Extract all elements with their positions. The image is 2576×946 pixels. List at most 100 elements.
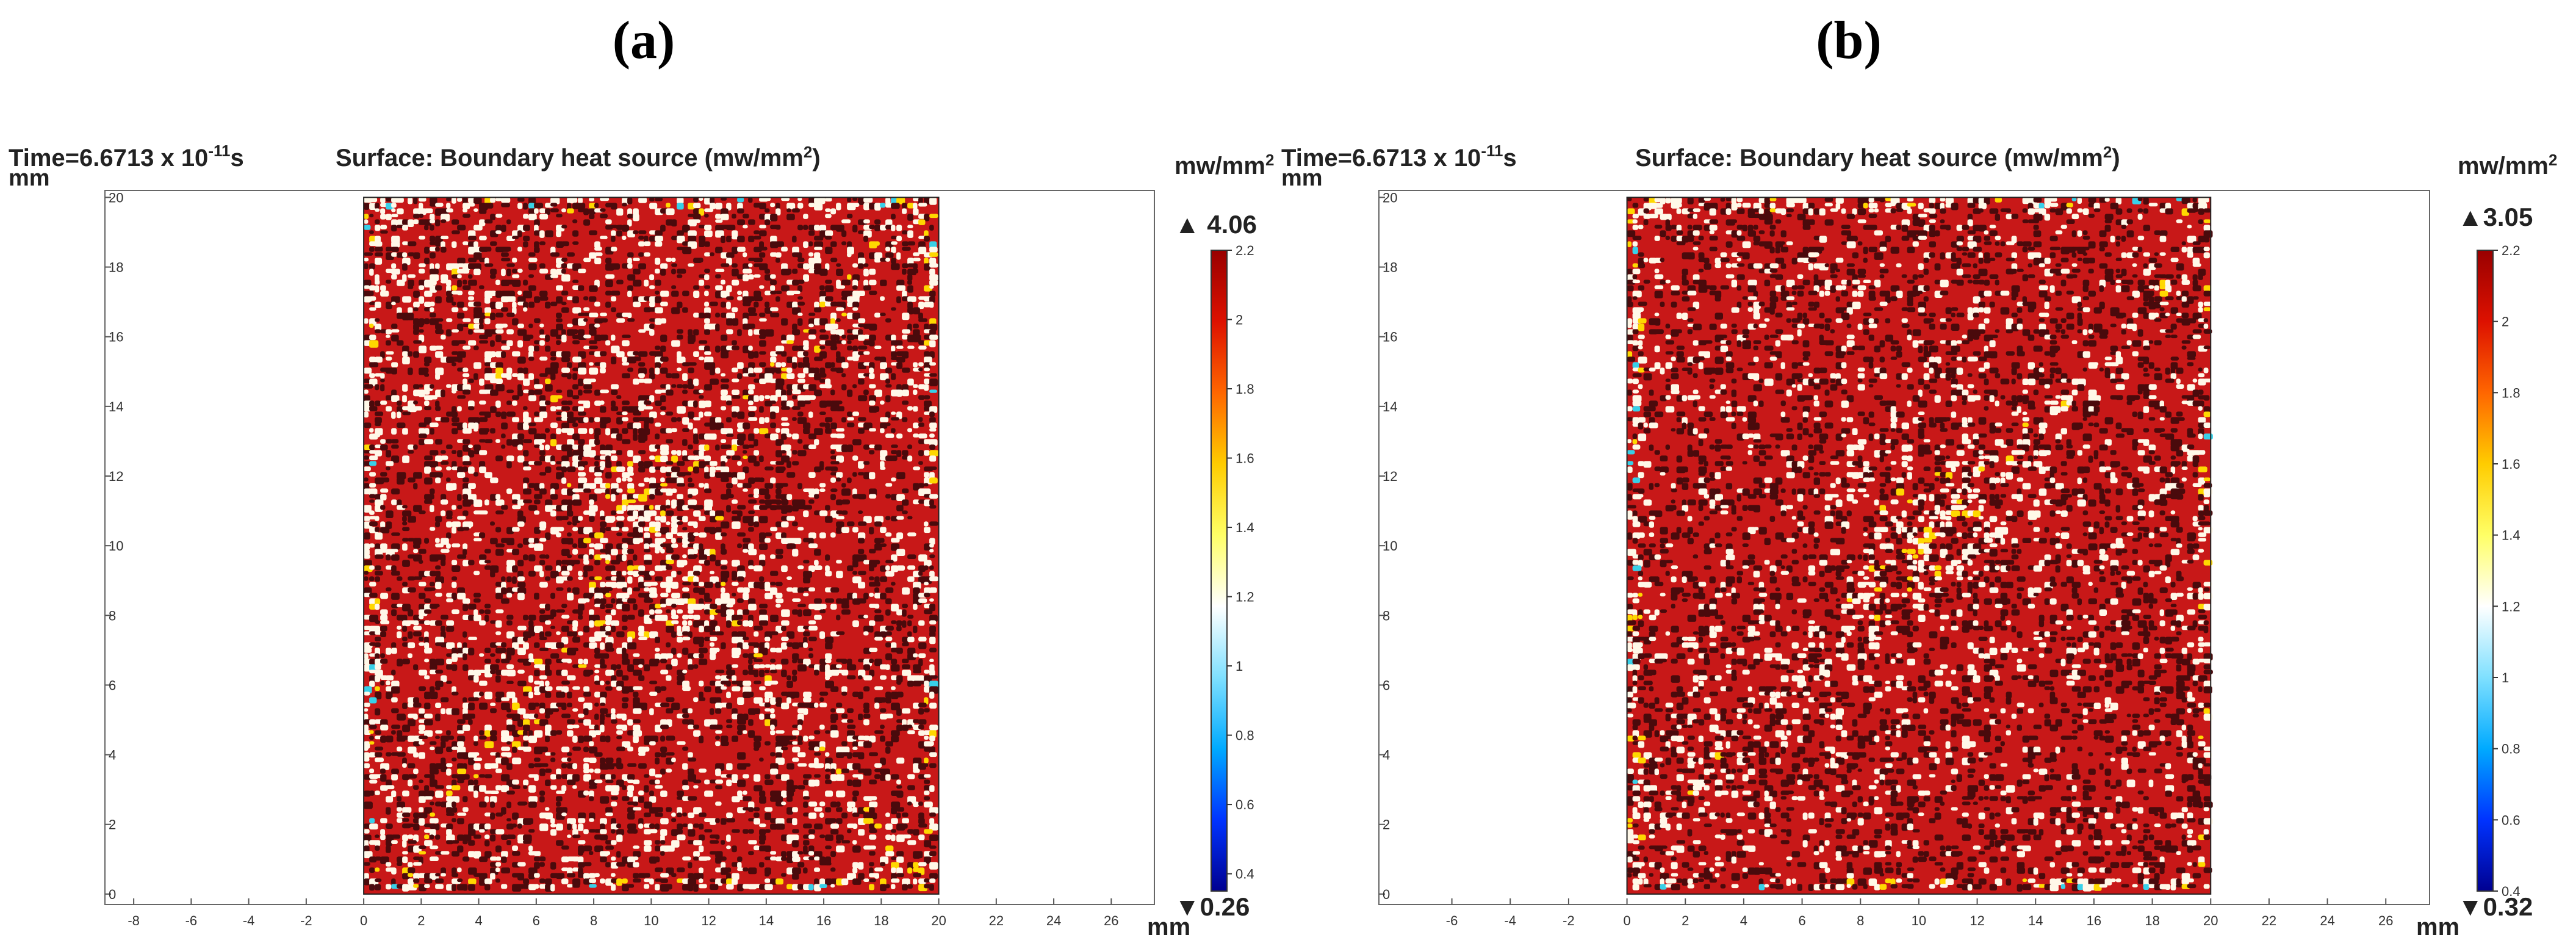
field-speckle-a — [869, 444, 876, 449]
field-speckle-a — [715, 219, 723, 223]
field-speckle-a — [819, 378, 826, 383]
field-speckle-a — [644, 587, 650, 592]
field-speckle-a — [836, 269, 844, 276]
field-speckle-a — [704, 488, 712, 494]
field-speckle-a — [797, 483, 802, 489]
field-speckle-a — [913, 422, 919, 428]
field-speckle-a — [825, 208, 831, 212]
field-speckle-a — [583, 626, 590, 633]
field-speckle-a — [671, 615, 678, 619]
field-speckle-a — [929, 417, 936, 423]
field-speckle-a — [638, 763, 647, 769]
field-speckle-a — [517, 203, 523, 209]
field-speckle-a — [924, 395, 930, 400]
field-speckle-a — [534, 510, 540, 515]
field-speckle-a — [435, 247, 440, 252]
field-speckle-a — [814, 494, 819, 499]
field-speckle-a — [754, 291, 761, 297]
field-speckle-a — [452, 527, 456, 534]
field-speckle-a — [748, 274, 754, 280]
field-speckle-a — [397, 659, 403, 666]
field-speckle-a — [545, 576, 551, 581]
field-speckle-a — [803, 796, 810, 800]
field-speckle-a — [419, 730, 425, 734]
field-speckle-a — [561, 241, 569, 247]
field-speckle-a — [457, 735, 466, 742]
field-speckle-a — [858, 329, 863, 336]
field-speckle-a — [369, 356, 376, 363]
field-speckle-a — [430, 741, 437, 745]
field-speckle-a — [452, 422, 459, 426]
field-speckle-a — [902, 312, 910, 320]
field-speckle-a — [677, 203, 684, 210]
field-speckle-a — [638, 439, 646, 443]
field-speckle-a — [457, 516, 466, 520]
field-speckle-a — [814, 752, 821, 756]
field-speckle-a — [611, 450, 616, 454]
field-speckle-a — [759, 312, 766, 317]
field-speckle-a — [869, 280, 877, 286]
field-speckle-a — [594, 702, 599, 707]
field-speckle-a — [929, 422, 937, 428]
field-speckle-a — [594, 455, 601, 461]
field-speckle-a — [710, 653, 716, 660]
field-speckle-a — [649, 307, 656, 312]
field-speckle-a — [386, 466, 390, 471]
field-speckle-a — [452, 483, 457, 491]
field-speckle-a — [743, 790, 747, 795]
field-speckle-a — [468, 615, 475, 621]
field-speckle-a — [770, 527, 778, 532]
field-speckle-a — [677, 823, 683, 830]
field-speckle-a — [638, 637, 648, 640]
field-speckle-a — [852, 796, 857, 802]
field-speckle-a — [468, 648, 475, 655]
field-speckle-a — [534, 378, 540, 386]
field-speckle-a — [792, 675, 797, 682]
field-speckle-a — [666, 208, 675, 215]
field-speckle-a — [419, 285, 425, 290]
field-speckle-a — [408, 274, 416, 278]
field-speckle-a — [825, 230, 833, 236]
field-speckle-a — [375, 236, 381, 243]
field-speckle-a — [452, 450, 457, 454]
field-speckle-a — [600, 444, 606, 452]
field-speckle-a — [792, 785, 799, 789]
field-speckle-a — [452, 417, 459, 422]
field-speckle-a — [495, 620, 502, 628]
field-speckle-a — [578, 455, 583, 461]
field-speckle-a — [858, 395, 868, 402]
field-speckle-a — [550, 362, 559, 369]
field-speckle-a — [512, 318, 519, 326]
field-speckle-a — [495, 768, 502, 773]
field-speckle-a — [655, 549, 660, 554]
field-speckle-a — [836, 615, 841, 621]
field-speckle-a — [666, 428, 672, 433]
field-speckle-a — [512, 757, 522, 765]
field-speckle-a — [644, 422, 649, 430]
field-speckle-a — [655, 659, 660, 664]
field-speckle-a — [462, 269, 470, 274]
panel-label-a: (a) — [613, 11, 675, 70]
field-speckle-a — [611, 708, 616, 715]
field-speckle-a — [759, 499, 766, 504]
field-speckle-a — [572, 329, 578, 334]
field-speckle-a — [391, 395, 400, 402]
field-speckle-a — [638, 351, 648, 357]
field-speckle-a — [803, 263, 810, 270]
field-speckle-a — [830, 301, 838, 307]
field-speckle-a — [364, 763, 370, 768]
field-speckle-a — [759, 560, 766, 566]
field-speckle-a — [819, 532, 826, 539]
field-speckle-a — [397, 477, 405, 485]
x-tick-label-a: 12 — [701, 913, 716, 928]
field-speckle-a — [457, 258, 466, 264]
field-speckle-a — [721, 477, 729, 482]
field-speckle-a — [572, 626, 578, 632]
field-speckle-a — [556, 823, 563, 831]
field-speckle-a — [841, 686, 847, 693]
field-speckle-a — [605, 593, 611, 598]
field-speckle-a — [660, 768, 666, 774]
field-speckle-a — [506, 291, 515, 298]
field-speckle-a — [825, 675, 830, 681]
field-speckle-a — [649, 708, 654, 715]
